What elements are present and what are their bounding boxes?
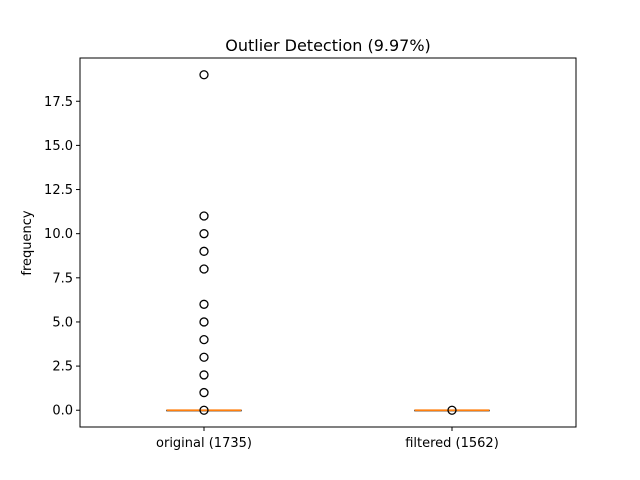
outlier-point [447, 405, 457, 415]
x-tick-label: original (1735) [156, 436, 252, 451]
outlier-point [199, 70, 209, 80]
outlier-point [199, 246, 209, 256]
outlier-point [199, 317, 209, 327]
x-axis: original (1735) filtered (1562) [156, 427, 499, 451]
outlier-point [199, 299, 209, 309]
y-tick-label: 10.0 [44, 227, 73, 242]
y-axis: 0.0 2.5 5.0 7.5 10.0 12.5 15.0 17.5 [44, 95, 80, 419]
plot-area-frame [79, 57, 577, 428]
y-tick-label: 15.0 [44, 139, 73, 154]
outlier-point [199, 405, 209, 415]
box-group [414, 405, 490, 415]
y-tick-label: 12.5 [44, 183, 73, 198]
chart-title: Outlier Detection (9.97%) [225, 36, 431, 55]
y-tick-label: 0.0 [52, 404, 73, 419]
y-axis-label: frequency [20, 210, 35, 276]
outlier-point [199, 387, 209, 398]
outlier-point [199, 229, 209, 239]
outlier-point [199, 352, 209, 362]
outlier-point [199, 334, 209, 345]
outlier-point [199, 211, 209, 221]
y-tick-label: 5.0 [52, 315, 73, 330]
y-tick-label: 7.5 [52, 271, 73, 286]
outlier-point [199, 370, 209, 380]
y-tick-label: 2.5 [52, 360, 73, 375]
outlier-point [199, 264, 209, 274]
y-tick-label: 17.5 [44, 95, 73, 110]
box-group [166, 70, 242, 415]
x-tick-label: filtered (1562) [405, 436, 499, 451]
box-series [166, 70, 490, 415]
